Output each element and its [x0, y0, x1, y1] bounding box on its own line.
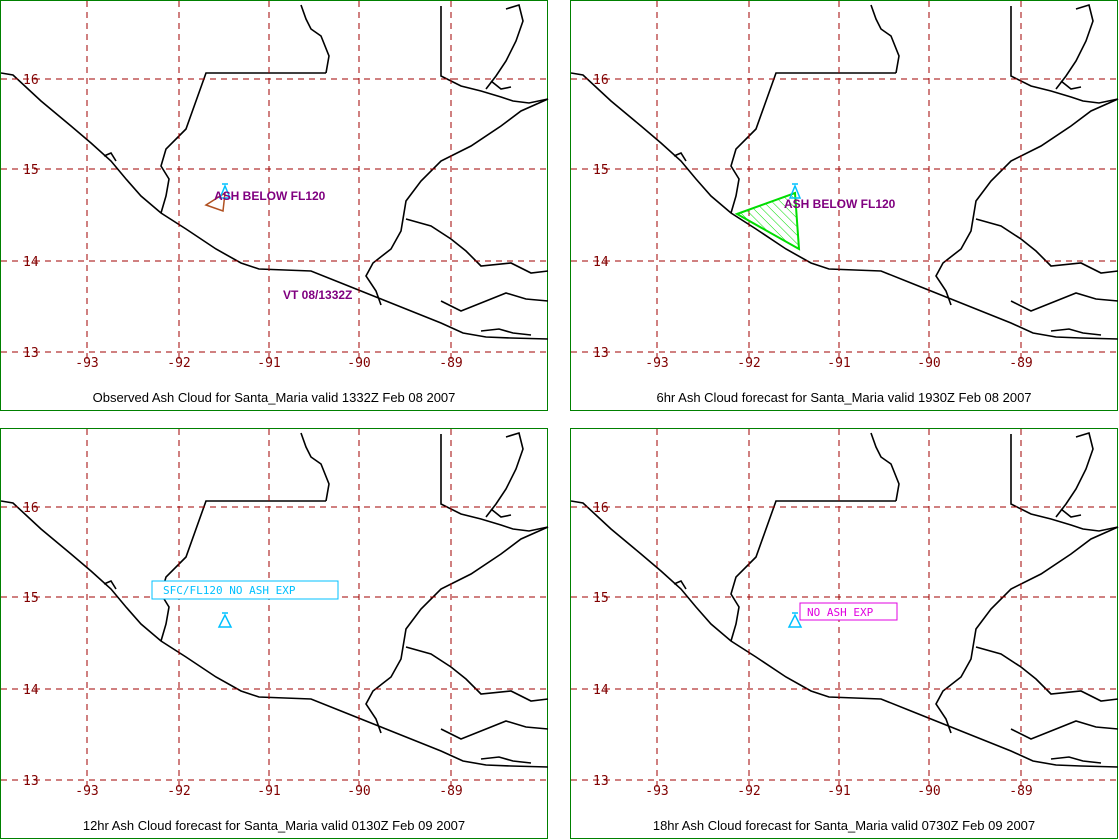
panel-caption: 12hr Ash Cloud forecast for Santa_Maria …	[82, 818, 466, 833]
no-ash-label-box	[799, 602, 898, 621]
panel-observed: 16 15 14 13 -93 -92 -91 -90 -89 ASH BELO…	[0, 0, 549, 411]
lat-label: 16	[593, 73, 609, 88]
coastline-and-borders	[571, 431, 1119, 768]
longitude-labels: -93 -92 -91 -90 -89	[75, 356, 462, 371]
lat-label: 13	[593, 346, 609, 361]
panel-6hr-forecast: 16 15 14 13 -93 -92 -91 -90 -89 ASH BELO…	[570, 0, 1119, 411]
lon-label: -89	[1009, 784, 1032, 799]
grid-lines	[571, 1, 1118, 361]
lat-label: 16	[23, 73, 39, 88]
latitude-labels: 16 15 14 13	[23, 501, 39, 789]
lat-label: 13	[23, 774, 39, 789]
panel-caption: Observed Ash Cloud for Santa_Maria valid…	[92, 390, 456, 405]
lon-label: -92	[167, 356, 190, 371]
coastline-and-borders	[1, 431, 549, 768]
lon-label: -93	[75, 784, 98, 799]
coastline-and-borders	[571, 3, 1119, 340]
lat-label: 13	[23, 346, 39, 361]
panel-caption: 18hr Ash Cloud forecast for Santa_Maria …	[652, 818, 1036, 833]
map-18hr: 16 15 14 13 -93 -92 -91 -90 -89 NO ASH E…	[571, 429, 1119, 799]
panel-caption: 6hr Ash Cloud forecast for Santa_Maria v…	[656, 390, 1032, 405]
volcano-triangle-icon	[218, 183, 232, 199]
lon-label: -91	[257, 784, 280, 799]
lon-label: -93	[645, 356, 668, 371]
longitude-labels: -93 -92 -91 -90 -89	[645, 356, 1032, 371]
lat-label: 15	[593, 163, 609, 178]
coastline-and-borders	[1, 3, 549, 340]
volcano-triangle-icon	[788, 183, 802, 199]
lat-label: 13	[593, 774, 609, 789]
no-ash-label: SFC/FL120 NO ASH EXP	[163, 584, 296, 597]
ash-cloud-forecast-polygon	[734, 191, 801, 251]
volcano-triangle-icon	[217, 612, 233, 628]
ash-label: ASH BELOW FL120	[784, 197, 896, 211]
lon-label: -89	[439, 784, 462, 799]
ash-cloud-polygon	[204, 191, 226, 213]
lon-label: -92	[167, 784, 190, 799]
latitude-labels: 16 15 14 13	[23, 73, 39, 361]
lat-label: 14	[593, 683, 609, 698]
lon-label: -93	[75, 356, 98, 371]
lat-label: 15	[593, 591, 609, 606]
lat-label: 15	[23, 591, 39, 606]
no-ash-label: NO ASH EXP	[807, 606, 874, 619]
lon-label: -90	[347, 784, 370, 799]
volcano-triangle-icon	[787, 612, 803, 628]
lon-label: -90	[917, 784, 940, 799]
latitude-labels: 16 15 14 13	[593, 501, 609, 789]
lon-label: -92	[737, 356, 760, 371]
lon-label: -91	[827, 356, 850, 371]
lon-label: -91	[827, 784, 850, 799]
lon-label: -90	[917, 356, 940, 371]
lat-label: 14	[593, 255, 609, 270]
lon-label: -91	[257, 356, 280, 371]
grid-lines	[1, 1, 548, 361]
longitude-labels: -93 -92 -91 -90 -89	[75, 784, 462, 799]
map-12hr: 16 15 14 13 -93 -92 -91 -90 -89 SFC/FL12…	[1, 429, 549, 799]
lat-label: 14	[23, 683, 39, 698]
lat-label: 14	[23, 255, 39, 270]
panel-12hr-forecast: 16 15 14 13 -93 -92 -91 -90 -89 SFC/FL12…	[0, 428, 549, 839]
panel-18hr-forecast: 16 15 14 13 -93 -92 -91 -90 -89 NO ASH E…	[570, 428, 1119, 839]
lon-label: -93	[645, 784, 668, 799]
longitude-labels: -93 -92 -91 -90 -89	[645, 784, 1032, 799]
latitude-labels: 16 15 14 13	[593, 73, 609, 361]
lat-label: 15	[23, 163, 39, 178]
ash-label: ASH BELOW FL120	[214, 189, 326, 203]
grid-lines	[1, 429, 548, 789]
lon-label: -89	[1009, 356, 1032, 371]
lon-label: -92	[737, 784, 760, 799]
map-6hr: 16 15 14 13 -93 -92 -91 -90 -89 ASH BELO…	[571, 1, 1119, 371]
lon-label: -90	[347, 356, 370, 371]
no-ash-label-box	[151, 580, 339, 600]
lat-label: 16	[593, 501, 609, 516]
map-observed: 16 15 14 13 -93 -92 -91 -90 -89 ASH BELO…	[1, 1, 549, 371]
valid-time-label: VT 08/1332Z	[283, 288, 352, 302]
lon-label: -89	[439, 356, 462, 371]
lat-label: 16	[23, 501, 39, 516]
